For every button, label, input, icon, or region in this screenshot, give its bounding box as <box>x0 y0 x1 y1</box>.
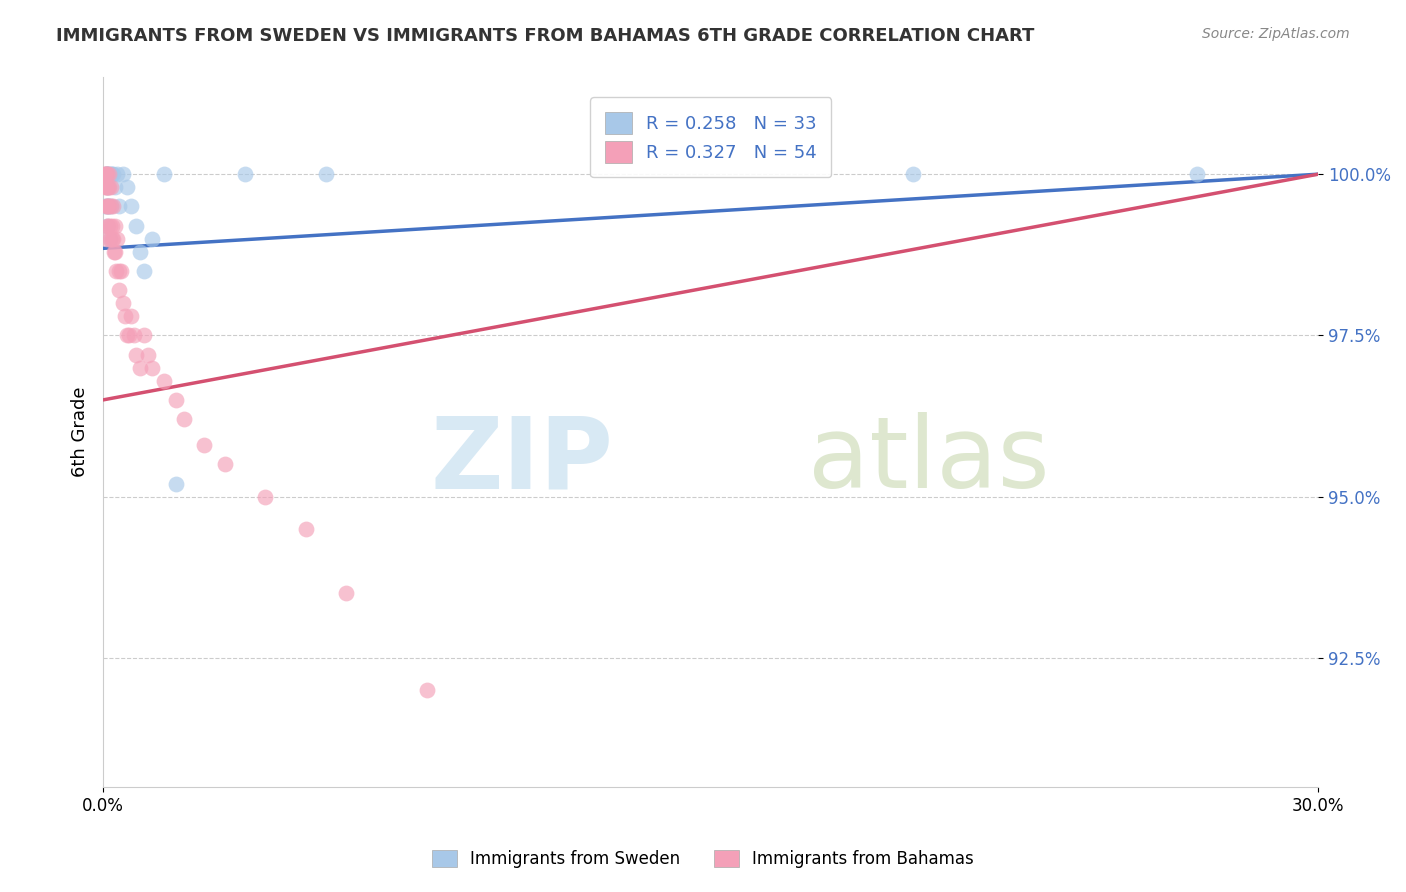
Legend: Immigrants from Sweden, Immigrants from Bahamas: Immigrants from Sweden, Immigrants from … <box>426 843 980 875</box>
Point <box>141 360 163 375</box>
Legend: R = 0.258   N = 33, R = 0.327   N = 54: R = 0.258 N = 33, R = 0.327 N = 54 <box>591 97 831 178</box>
Point <box>112 296 135 310</box>
Point <box>103 199 125 213</box>
Text: Source: ZipAtlas.com: Source: ZipAtlas.com <box>1202 27 1350 41</box>
Point <box>132 328 155 343</box>
Point <box>103 232 125 246</box>
Point <box>112 167 135 181</box>
Point <box>193 438 215 452</box>
Point <box>94 167 117 181</box>
Point <box>98 180 121 194</box>
Text: atlas: atlas <box>808 412 1049 509</box>
Point <box>96 167 118 181</box>
Point <box>117 328 139 343</box>
Point <box>96 180 118 194</box>
Point <box>104 180 127 194</box>
Point <box>103 244 125 259</box>
Point <box>97 199 120 213</box>
Point <box>100 167 122 181</box>
Point <box>110 264 132 278</box>
Point <box>97 180 120 194</box>
Point <box>128 360 150 375</box>
Point <box>101 219 124 233</box>
Point <box>96 167 118 181</box>
Point <box>416 683 439 698</box>
Point <box>96 219 118 233</box>
Point <box>98 219 121 233</box>
Point <box>254 490 277 504</box>
Point <box>153 374 176 388</box>
Point <box>1185 167 1208 181</box>
Point <box>165 476 187 491</box>
Point <box>121 199 143 213</box>
Point <box>96 199 118 213</box>
Point <box>124 219 146 233</box>
Text: IMMIGRANTS FROM SWEDEN VS IMMIGRANTS FROM BAHAMAS 6TH GRADE CORRELATION CHART: IMMIGRANTS FROM SWEDEN VS IMMIGRANTS FRO… <box>56 27 1035 45</box>
Point <box>214 458 236 472</box>
Point <box>96 199 118 213</box>
Point <box>100 199 122 213</box>
Point <box>105 232 128 246</box>
Point <box>101 167 124 181</box>
Point <box>98 167 121 181</box>
Point <box>94 167 117 181</box>
Point <box>105 264 128 278</box>
Point <box>153 167 176 181</box>
Point <box>97 167 120 181</box>
Point <box>100 232 122 246</box>
Point <box>96 167 118 181</box>
Point <box>136 348 159 362</box>
Point <box>96 219 118 233</box>
Point <box>104 219 127 233</box>
Point <box>335 586 357 600</box>
Point <box>93 167 115 181</box>
Point <box>97 219 120 233</box>
Point <box>96 199 118 213</box>
Point <box>98 199 121 213</box>
Point <box>98 199 121 213</box>
Point <box>101 232 124 246</box>
Point <box>94 167 117 181</box>
Point <box>315 167 337 181</box>
Point <box>132 264 155 278</box>
Point <box>97 199 120 213</box>
Point <box>903 167 925 181</box>
Point <box>100 232 122 246</box>
Point <box>98 167 121 181</box>
Text: ZIP: ZIP <box>430 412 613 509</box>
Point <box>118 328 141 343</box>
Point <box>294 522 316 536</box>
Point <box>108 283 131 297</box>
Point <box>128 244 150 259</box>
Point <box>108 199 131 213</box>
Point <box>107 264 129 278</box>
Point <box>96 180 118 194</box>
Point <box>114 309 136 323</box>
Point <box>122 328 145 343</box>
Point <box>105 167 128 181</box>
Point <box>141 232 163 246</box>
Point <box>104 244 127 259</box>
Point <box>117 180 139 194</box>
Point <box>100 180 122 194</box>
Point <box>124 348 146 362</box>
Point <box>96 180 118 194</box>
Point <box>94 180 117 194</box>
Point <box>121 309 143 323</box>
Point <box>94 199 117 213</box>
Point <box>103 167 125 181</box>
Point <box>100 199 122 213</box>
Point <box>173 412 195 426</box>
Point <box>233 167 256 181</box>
Point <box>96 232 118 246</box>
Point <box>96 167 118 181</box>
Point <box>97 180 120 194</box>
Point <box>165 392 187 407</box>
Y-axis label: 6th Grade: 6th Grade <box>72 387 89 477</box>
